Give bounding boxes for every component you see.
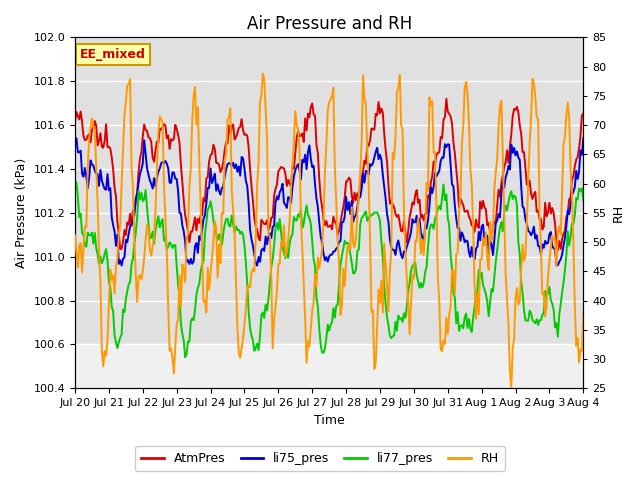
Y-axis label: RH: RH [612, 204, 625, 222]
Title: Air Pressure and RH: Air Pressure and RH [246, 15, 412, 33]
Legend: AtmPres, li75_pres, li77_pres, RH: AtmPres, li75_pres, li77_pres, RH [135, 446, 505, 471]
Text: EE_mixed: EE_mixed [80, 48, 146, 61]
Bar [75, 37, 583, 345]
X-axis label: Time: Time [314, 414, 344, 427]
Bar [75, 345, 583, 388]
Y-axis label: Air Pressure (kPa): Air Pressure (kPa) [15, 158, 28, 268]
